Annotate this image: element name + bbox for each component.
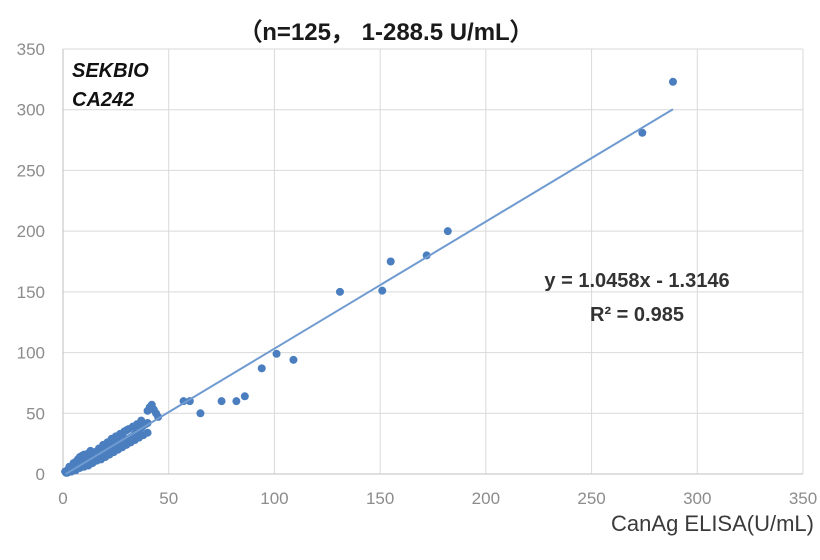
y-tick-label: 300 [17, 101, 45, 120]
r-squared-label: R² = 0.985 [590, 304, 684, 326]
data-point [94, 444, 103, 453]
trendline-equation: y = 1.0458x - 1.3146 [544, 270, 729, 292]
data-point [638, 128, 647, 137]
data-point [143, 406, 152, 415]
y-tick-label: 250 [17, 161, 45, 180]
data-point [69, 459, 78, 468]
data-point [289, 355, 298, 364]
data-point [378, 286, 387, 295]
data-point [257, 364, 266, 373]
tick-labels: 0 50 100 150 200 250 300 350 0 50 100 150 200 250 300 3… [17, 40, 818, 508]
data-point [335, 287, 344, 296]
y-tick-label: 50 [26, 404, 45, 423]
brand-label-line2: CA242 [72, 89, 134, 111]
data-point [86, 446, 95, 455]
x-tick-label: 0 [58, 489, 67, 508]
x-tick-label: 250 [577, 489, 605, 508]
x-tick-label: 300 [683, 489, 711, 508]
x-tick-label: 200 [472, 489, 500, 508]
x-tick-label: 150 [366, 489, 394, 508]
y-tick-label: 100 [17, 344, 45, 363]
x-tick-label: 350 [789, 489, 817, 508]
data-point [137, 416, 146, 425]
x-axis-label: CanAg ELISA(U/mL) [611, 511, 814, 536]
data-point [386, 257, 395, 266]
x-tick-label: 50 [159, 489, 178, 508]
data-point [152, 409, 161, 418]
data-point [240, 392, 249, 401]
y-tick-label: 150 [17, 283, 45, 302]
trendline [65, 108, 674, 475]
y-tick-label: 350 [17, 40, 45, 59]
data-point [232, 397, 241, 406]
x-tick-label: 100 [260, 489, 288, 508]
y-tick-label: 200 [17, 222, 45, 241]
data-point [668, 77, 677, 86]
trendline-layer [65, 108, 674, 475]
grid-lines [63, 48, 804, 474]
chart-title: （n=125， 1-288.5 U/mL） [238, 19, 533, 46]
data-point [143, 428, 152, 437]
data-point [443, 227, 452, 236]
brand-label-line1: SEKBIO [72, 60, 149, 82]
y-tick-label: 0 [36, 465, 45, 484]
axes [62, 49, 803, 475]
data-point [196, 409, 205, 418]
data-point [217, 397, 226, 406]
data-point [272, 349, 281, 358]
